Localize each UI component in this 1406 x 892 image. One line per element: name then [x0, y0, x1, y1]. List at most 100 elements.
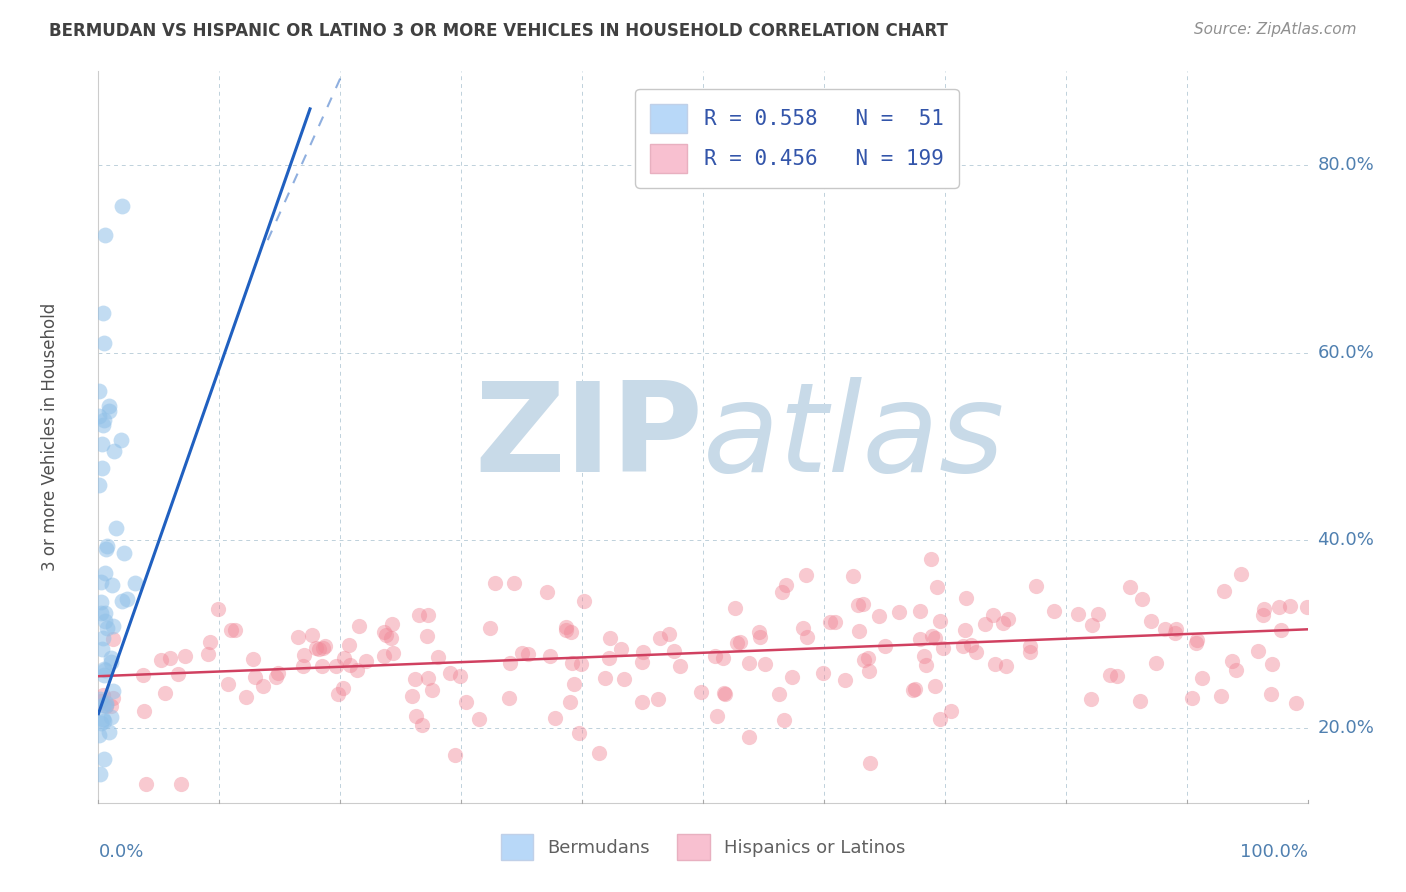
Point — [267, 666, 290, 681]
Point — [94, 566, 117, 581]
Point — [94, 227, 117, 242]
Point — [713, 686, 735, 700]
Point — [974, 617, 997, 632]
Point — [952, 639, 974, 653]
Point — [98, 399, 121, 413]
Point — [631, 695, 654, 709]
Point — [724, 601, 747, 615]
Point — [174, 649, 197, 664]
Point — [914, 657, 936, 672]
Point — [1119, 580, 1142, 594]
Point — [311, 659, 333, 673]
Point — [449, 669, 471, 683]
Point — [90, 437, 112, 451]
Text: ZIP: ZIP — [474, 376, 703, 498]
Point — [818, 615, 841, 629]
Point — [955, 591, 977, 605]
Point — [1018, 639, 1040, 653]
Point — [484, 575, 506, 590]
Point — [94, 698, 117, 713]
Point — [794, 567, 817, 582]
Point — [264, 670, 287, 684]
Point — [1187, 632, 1209, 647]
Point — [842, 569, 865, 583]
Point — [100, 698, 122, 713]
Point — [93, 714, 115, 728]
Point — [658, 627, 681, 641]
Point — [381, 616, 404, 631]
Point — [669, 658, 692, 673]
Point — [754, 657, 776, 672]
Point — [105, 521, 128, 535]
Point — [824, 615, 846, 630]
Point — [404, 673, 426, 687]
Point — [90, 595, 112, 609]
Point — [308, 642, 330, 657]
Point — [235, 690, 257, 705]
Point — [94, 697, 117, 711]
Point — [561, 656, 583, 670]
Point — [373, 624, 395, 639]
Point — [939, 704, 962, 718]
Point — [993, 616, 1015, 631]
Point — [738, 656, 761, 670]
Point — [912, 649, 935, 664]
Point — [562, 677, 585, 691]
Point — [93, 752, 115, 766]
Point — [1295, 600, 1317, 615]
Point — [1261, 657, 1284, 671]
Point — [997, 612, 1019, 626]
Point — [1209, 689, 1232, 703]
Point — [662, 644, 685, 658]
Point — [953, 623, 976, 637]
Point — [631, 645, 654, 659]
Point — [100, 651, 122, 665]
Point — [101, 618, 124, 632]
Text: 40.0%: 40.0% — [1317, 532, 1374, 549]
Point — [908, 604, 931, 618]
Point — [859, 756, 882, 770]
Point — [512, 646, 534, 660]
Point — [1144, 656, 1167, 670]
Point — [901, 682, 924, 697]
Point — [599, 631, 621, 645]
Point — [381, 646, 404, 660]
Point — [96, 621, 118, 635]
Point — [856, 650, 879, 665]
Legend: Bermudans, Hispanics or Latinos: Bermudans, Hispanics or Latinos — [494, 827, 912, 867]
Point — [983, 657, 1005, 671]
Point — [98, 725, 121, 739]
Point — [887, 605, 910, 619]
Point — [834, 673, 856, 687]
Point — [848, 624, 870, 638]
Point — [90, 694, 112, 708]
Point — [219, 623, 242, 637]
Point — [846, 598, 869, 612]
Point — [1253, 602, 1275, 616]
Point — [416, 671, 439, 685]
Point — [711, 651, 734, 665]
Point — [332, 681, 354, 695]
Point — [1098, 667, 1121, 681]
Point — [91, 306, 114, 320]
Point — [924, 679, 946, 693]
Point — [347, 618, 370, 632]
Point — [454, 695, 477, 709]
Point — [1220, 654, 1243, 668]
Point — [921, 629, 943, 643]
Point — [468, 712, 491, 726]
Point — [714, 687, 737, 701]
Point — [443, 748, 465, 763]
Point — [1270, 623, 1292, 637]
Point — [207, 602, 229, 616]
Point — [613, 672, 636, 686]
Point — [374, 628, 396, 642]
Point — [245, 670, 267, 684]
Point — [422, 682, 444, 697]
Text: 60.0%: 60.0% — [1317, 343, 1374, 361]
Point — [103, 632, 125, 646]
Point — [167, 666, 190, 681]
Point — [904, 682, 927, 697]
Point — [91, 632, 114, 646]
Point — [93, 662, 115, 676]
